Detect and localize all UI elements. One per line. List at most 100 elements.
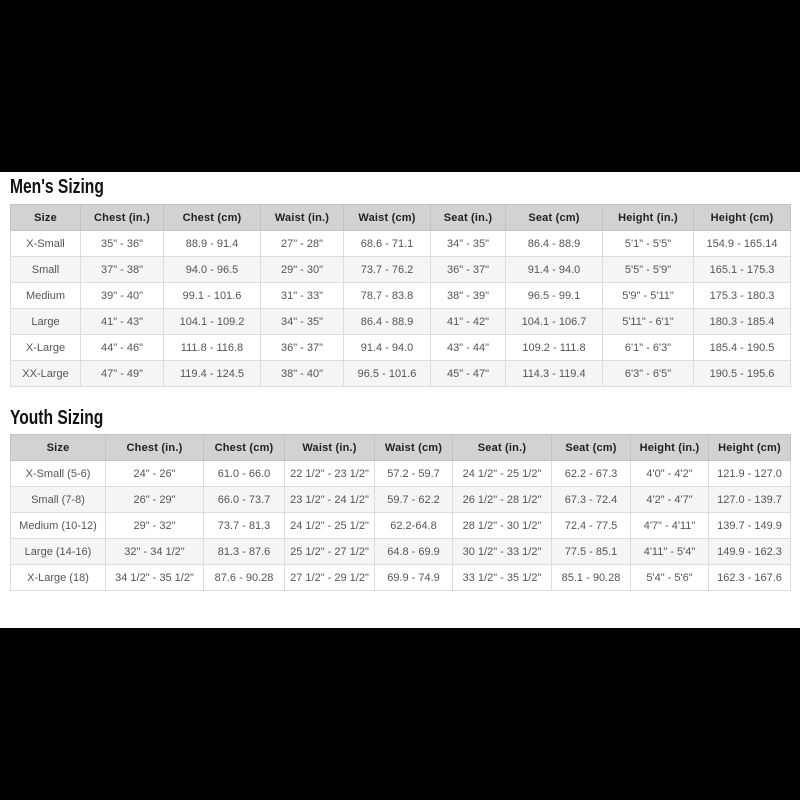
- measurement-cell: 78.7 - 83.8: [343, 282, 431, 309]
- mens-sizing-title: Men's Sizing: [10, 176, 104, 198]
- column-header: Seat (cm): [505, 204, 603, 231]
- measurement-cell: 96.5 - 101.6: [343, 360, 431, 387]
- measurement-cell: 127.0 - 139.7: [708, 486, 791, 513]
- measurement-cell: 35" - 36": [80, 230, 164, 257]
- table-row: Medium (10-12) 29" - 32" 73.7 - 81.3 24 1/2…: [10, 512, 791, 539]
- column-header: Chest (in.): [80, 204, 164, 231]
- column-header: Seat (cm): [551, 434, 631, 461]
- measurement-cell: 62.2-64.8: [374, 512, 453, 539]
- size-label-cell: X-Large (18): [10, 564, 106, 591]
- measurement-cell: 87.6 - 90.28: [203, 564, 285, 591]
- measurement-cell: 96.5 - 99.1: [505, 282, 603, 309]
- column-header: Waist (cm): [374, 434, 453, 461]
- table-row: X-Small (5-6) 24" - 26" 61.0 - 66.0 22 1/2"…: [10, 460, 791, 487]
- measurement-cell: 4'11" - 5'4": [630, 538, 709, 565]
- measurement-cell: 88.9 - 91.4: [163, 230, 261, 257]
- measurement-cell: 4'0" - 4'2": [630, 460, 709, 487]
- size-label-cell: X-Small (5-6): [10, 460, 106, 487]
- table-row: Large 41" - 43" 104.1 - 109.2 34" - 35" 86.4…: [10, 308, 791, 335]
- measurement-cell: 165.1 - 175.3: [693, 256, 791, 283]
- measurement-cell: 5'9" - 5'11": [602, 282, 694, 309]
- table-row: X-Large 44" - 46" 111.8 - 116.8 36" - 37" 91…: [10, 334, 791, 361]
- measurement-cell: 24 1/2" - 25 1/2": [452, 460, 552, 487]
- measurement-cell: 30 1/2" - 33 1/2": [452, 538, 552, 565]
- measurement-cell: 104.1 - 109.2: [163, 308, 261, 335]
- column-header: Height (in.): [630, 434, 709, 461]
- measurement-cell: 61.0 - 66.0: [203, 460, 285, 487]
- measurement-cell: 6'1" - 6'3": [602, 334, 694, 361]
- measurement-cell: 34" - 35": [260, 308, 344, 335]
- measurement-cell: 37" - 38": [80, 256, 164, 283]
- measurement-cell: 36" - 37": [260, 334, 344, 361]
- measurement-cell: 66.0 - 73.7: [203, 486, 285, 513]
- sizing-chart-content: Men's Sizing Size Chest (in.) Chest (cm) Wa…: [0, 172, 800, 628]
- measurement-cell: 22 1/2" - 23 1/2": [284, 460, 375, 487]
- measurement-cell: 85.1 - 90.28: [551, 564, 631, 591]
- measurement-cell: 114.3 - 119.4: [505, 360, 603, 387]
- measurement-cell: 38" - 40": [260, 360, 344, 387]
- measurement-cell: 31" - 33": [260, 282, 344, 309]
- table-row: Small 37" - 38" 94.0 - 96.5 29" - 30" 73.7 -…: [10, 256, 791, 283]
- measurement-cell: 5'4" - 5'6": [630, 564, 709, 591]
- measurement-cell: 5'1" - 5'5": [602, 230, 694, 257]
- measurement-cell: 38" - 39": [430, 282, 506, 309]
- measurement-cell: 36" - 37": [430, 256, 506, 283]
- column-header: Waist (in.): [284, 434, 375, 461]
- header-row: Size Chest (in.) Chest (cm) Waist (in.) Wais…: [10, 204, 791, 231]
- youth-sizing-title: Youth Sizing: [10, 407, 104, 429]
- measurement-cell: 69.9 - 74.9: [374, 564, 453, 591]
- table-row: Large (14-16) 32" - 34 1/2" 81.3 - 87.6 25 …: [10, 538, 791, 565]
- measurement-cell: 34 1/2" - 35 1/2": [105, 564, 204, 591]
- column-header: Chest (in.): [105, 434, 204, 461]
- measurement-cell: 57.2 - 59.7: [374, 460, 453, 487]
- measurement-cell: 73.7 - 76.2: [343, 256, 431, 283]
- measurement-cell: 139.7 - 149.9: [708, 512, 791, 539]
- measurement-cell: 29" - 30": [260, 256, 344, 283]
- measurement-cell: 5'11" - 6'1": [602, 308, 694, 335]
- measurement-cell: 41" - 43": [80, 308, 164, 335]
- measurement-cell: 43" - 44": [430, 334, 506, 361]
- size-label-cell: X-Small: [10, 230, 81, 257]
- table-row: X-Large (18) 34 1/2" - 35 1/2" 87.6 - 90.2…: [10, 564, 791, 591]
- measurement-cell: 26 1/2" - 28 1/2": [452, 486, 552, 513]
- size-label-cell: Large: [10, 308, 81, 335]
- measurement-cell: 104.1 - 106.7: [505, 308, 603, 335]
- measurement-cell: 121.9 - 127.0: [708, 460, 791, 487]
- measurement-cell: 180.3 - 185.4: [693, 308, 791, 335]
- measurement-cell: 33 1/2" - 35 1/2": [452, 564, 552, 591]
- measurement-cell: 25 1/2" - 27 1/2": [284, 538, 375, 565]
- measurement-cell: 91.4 - 94.0: [505, 256, 603, 283]
- measurement-cell: 24 1/2" - 25 1/2": [284, 512, 375, 539]
- measurement-cell: 47" - 49": [80, 360, 164, 387]
- column-header: Height (cm): [708, 434, 791, 461]
- measurement-cell: 67.3 - 72.4: [551, 486, 631, 513]
- measurement-cell: 73.7 - 81.3: [203, 512, 285, 539]
- measurement-cell: 6'3" - 6'5": [602, 360, 694, 387]
- column-header: Waist (cm): [343, 204, 431, 231]
- measurement-cell: 45" - 47": [430, 360, 506, 387]
- measurement-cell: 59.7 - 62.2: [374, 486, 453, 513]
- measurement-cell: 28 1/2" - 30 1/2": [452, 512, 552, 539]
- measurement-cell: 162.3 - 167.6: [708, 564, 791, 591]
- column-header: Size: [10, 204, 81, 231]
- mens-sizing-table: Size Chest (in.) Chest (cm) Waist (in.) Wais…: [10, 204, 791, 387]
- measurement-cell: 27" - 28": [260, 230, 344, 257]
- measurement-cell: 62.2 - 67.3: [551, 460, 631, 487]
- column-header: Size: [10, 434, 106, 461]
- measurement-cell: 44" - 46": [80, 334, 164, 361]
- measurement-cell: 5'5" - 5'9": [602, 256, 694, 283]
- measurement-cell: 185.4 - 190.5: [693, 334, 791, 361]
- measurement-cell: 77.5 - 85.1: [551, 538, 631, 565]
- measurement-cell: 23 1/2" - 24 1/2": [284, 486, 375, 513]
- header-row: Size Chest (in.) Chest (cm) Waist (in.) Wais…: [10, 434, 791, 461]
- table-row: XX-Large 47" - 49" 119.4 - 124.5 38" - 40" 9…: [10, 360, 791, 387]
- size-label-cell: Medium (10-12): [10, 512, 106, 539]
- size-label-cell: X-Large: [10, 334, 81, 361]
- size-label-cell: Small (7-8): [10, 486, 106, 513]
- measurement-cell: 72.4 - 77.5: [551, 512, 631, 539]
- measurement-cell: 68.6 - 71.1: [343, 230, 431, 257]
- measurement-cell: 64.8 - 69.9: [374, 538, 453, 565]
- column-header: Seat (in.): [452, 434, 552, 461]
- measurement-cell: 149.9 - 162.3: [708, 538, 791, 565]
